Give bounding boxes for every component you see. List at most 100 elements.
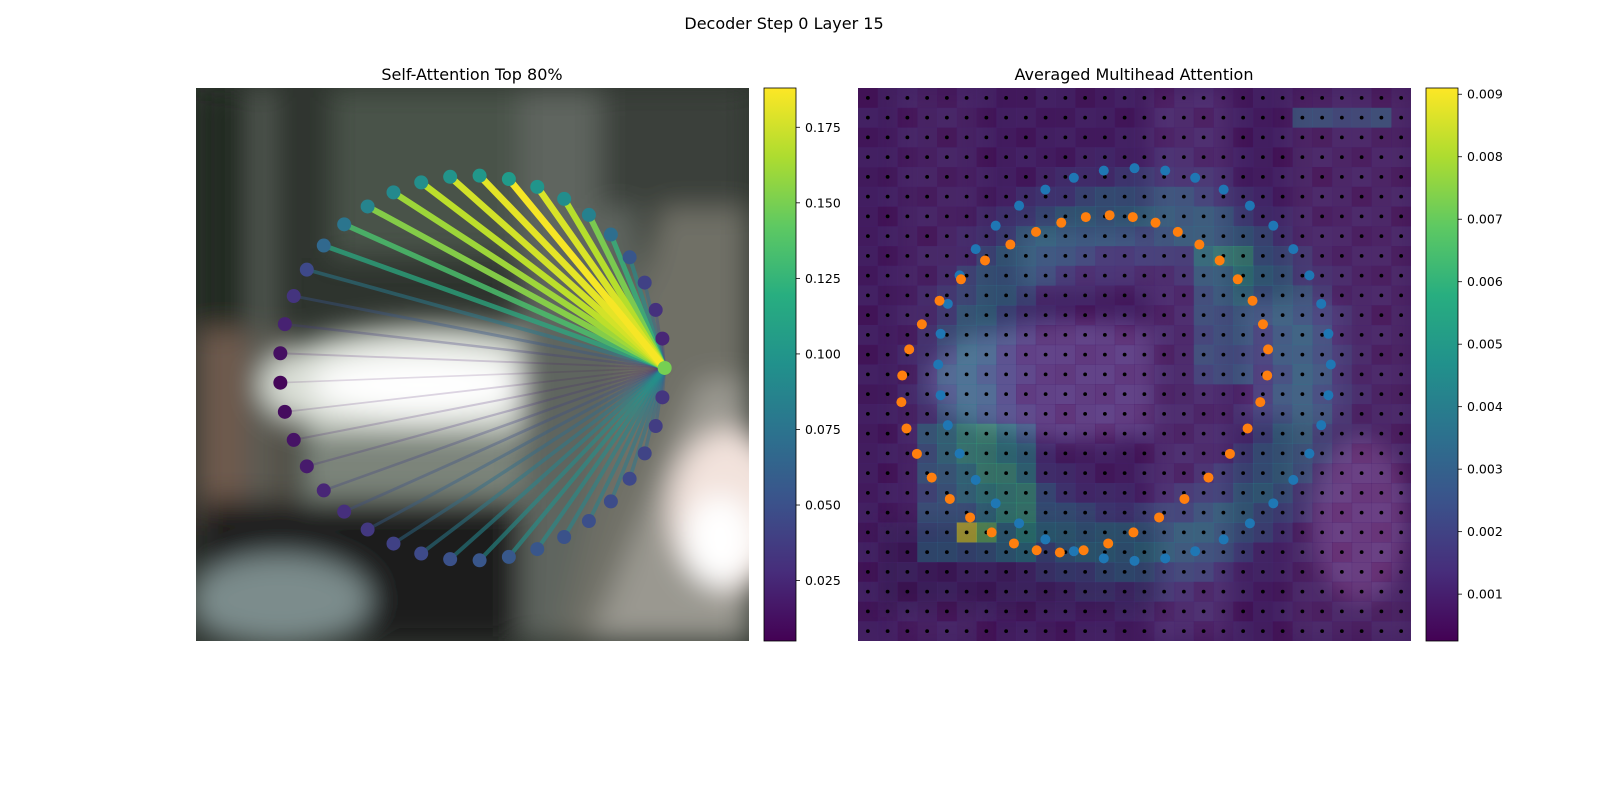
grid-dot	[1241, 115, 1246, 120]
attention-line	[420, 366, 666, 556]
grid-dot	[1181, 234, 1186, 239]
grid-dot	[1241, 135, 1246, 140]
grid-dot	[925, 352, 930, 357]
grid-dot	[925, 253, 930, 258]
grid-dot	[865, 431, 870, 436]
grid-dot	[1004, 589, 1009, 594]
grid-dot	[1083, 95, 1088, 100]
grid-dot	[1122, 490, 1127, 495]
grid-dot	[1201, 253, 1206, 258]
grid-dot	[1320, 609, 1325, 614]
grid-dot	[984, 194, 989, 199]
grid-dot	[1083, 135, 1088, 140]
grid-dot	[984, 234, 989, 239]
grid-dot	[1162, 609, 1167, 614]
query-point	[1160, 165, 1171, 176]
attention-line	[293, 366, 665, 441]
grid-dot	[885, 530, 890, 535]
grid-dot	[1379, 313, 1384, 318]
grid-dot	[1359, 411, 1364, 416]
grid-dot	[1102, 411, 1107, 416]
grid-dot	[1359, 609, 1364, 614]
grid-dot	[1023, 411, 1028, 416]
grid-dot	[1379, 135, 1384, 140]
grid-dot	[1122, 293, 1127, 298]
grid-dot	[1241, 609, 1246, 614]
grid-dot	[1102, 372, 1107, 377]
reference-point	[1214, 255, 1225, 266]
grid-dot	[1221, 550, 1226, 555]
grid-dot	[1004, 234, 1009, 239]
grid-dot	[1339, 451, 1344, 456]
grid-dot	[865, 490, 870, 495]
attention-line	[507, 366, 667, 559]
grid-dot	[1181, 589, 1186, 594]
attention-line	[587, 367, 667, 522]
grid-dot	[1004, 115, 1009, 120]
grid-dot	[1280, 135, 1285, 140]
query-point	[1316, 298, 1327, 309]
grid-dot	[1399, 273, 1404, 278]
grid-dot	[1379, 253, 1384, 258]
grid-dot	[1379, 451, 1384, 456]
grid-dot	[1320, 194, 1325, 199]
grid-dot	[1004, 194, 1009, 199]
query-point	[1190, 546, 1201, 557]
grid-dot	[1023, 313, 1028, 318]
grid-dot	[1260, 510, 1265, 515]
grid-dot	[944, 392, 949, 397]
grid-dot	[1201, 589, 1206, 594]
grid-dot	[1102, 510, 1107, 515]
query-point	[1190, 172, 1201, 183]
grid-dot	[1359, 490, 1364, 495]
grid-dot	[1280, 293, 1285, 298]
grid-dot	[885, 471, 890, 476]
grid-dot	[925, 293, 930, 298]
grid-dot	[1063, 510, 1068, 515]
grid-dot	[1122, 155, 1127, 160]
right-colorbar	[1425, 87, 1459, 642]
grid-dot	[925, 471, 930, 476]
grid-dot	[1004, 609, 1009, 614]
grid-dot	[1023, 194, 1028, 199]
grid-dot	[1043, 313, 1048, 318]
grid-dot	[925, 313, 930, 318]
attention-point	[443, 169, 458, 184]
reference-point	[1224, 448, 1235, 459]
query-point	[935, 390, 946, 401]
grid-dot	[1162, 392, 1167, 397]
grid-dot	[905, 490, 910, 495]
grid-dot	[1359, 372, 1364, 377]
grid-dot	[1102, 194, 1107, 199]
grid-dot	[1320, 174, 1325, 179]
grid-dot	[865, 451, 870, 456]
query-point	[942, 420, 953, 431]
grid-dot	[1004, 155, 1009, 160]
grid-dot	[1083, 530, 1088, 535]
grid-dot	[925, 451, 930, 456]
grid-dot	[1201, 95, 1206, 100]
grid-dot	[1320, 332, 1325, 337]
grid-dot	[1063, 332, 1068, 337]
query-point	[1218, 534, 1229, 545]
attention-point	[360, 199, 375, 214]
grid-dot	[1339, 629, 1344, 634]
colorbar-tick-label: 0.009	[1467, 87, 1503, 102]
grid-dot	[984, 174, 989, 179]
grid-dot	[964, 609, 969, 614]
grid-dot	[1221, 214, 1226, 219]
reference-point	[1242, 423, 1253, 434]
grid-dot	[944, 411, 949, 416]
reference-point	[1257, 319, 1268, 330]
grid-dot	[1260, 550, 1265, 555]
grid-dot	[905, 214, 910, 219]
attention-line	[306, 267, 666, 370]
grid-dot	[1201, 629, 1206, 634]
grid-dot	[984, 332, 989, 337]
query-points	[933, 163, 1336, 566]
grid-dot	[1063, 372, 1068, 377]
attention-point	[603, 227, 618, 242]
grid-dot	[1181, 471, 1186, 476]
grid-dot	[1004, 569, 1009, 574]
